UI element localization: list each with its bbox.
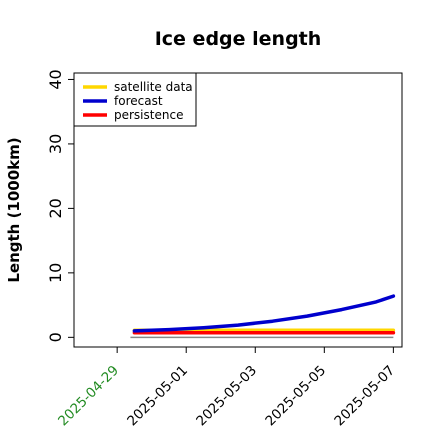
y-tick-label: 10 bbox=[46, 263, 65, 283]
x-tick-label: 2025-05-03 bbox=[193, 363, 260, 430]
plot-frame bbox=[73, 72, 403, 348]
x-tick-label: 2025-05-07 bbox=[331, 363, 398, 430]
y-axis-label: Length (1000km) bbox=[5, 137, 23, 282]
chart-title: Ice edge length bbox=[155, 28, 322, 50]
y-tick-label: 40 bbox=[46, 69, 65, 89]
legend-label: persistence bbox=[114, 108, 183, 122]
y-tick-label: 20 bbox=[46, 198, 65, 218]
x-tick-label: 2025-05-01 bbox=[124, 363, 191, 430]
legend-label: satellite data bbox=[114, 80, 193, 94]
y-tick-label: 0 bbox=[46, 332, 65, 342]
x-axis: 2025-04-29 2025-05-01 2025-05-03 2025-05-05… bbox=[55, 347, 398, 429]
legend-label: forecast bbox=[114, 94, 163, 108]
series-lines bbox=[130, 294, 396, 339]
series-line-forecast bbox=[132, 294, 396, 333]
x-tick-label: 2025-05-05 bbox=[262, 363, 329, 430]
x-tick-label: 2025-04-29 bbox=[55, 363, 122, 430]
y-tick-label: 30 bbox=[46, 134, 65, 154]
y-axis: 0 10 20 30 40 bbox=[46, 69, 74, 342]
